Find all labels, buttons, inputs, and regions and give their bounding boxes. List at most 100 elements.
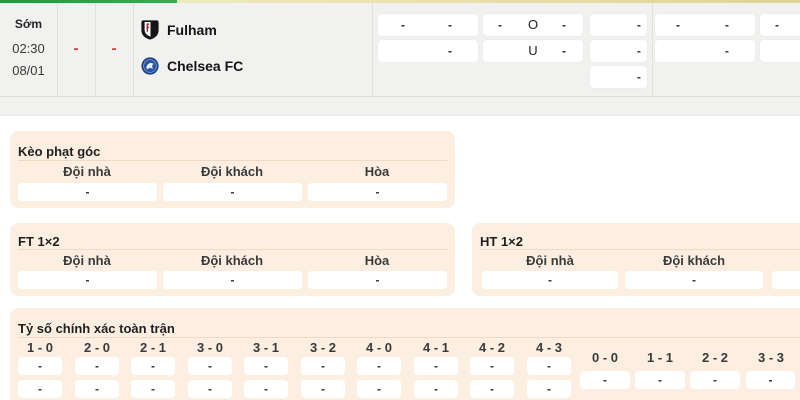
score-odds-cell[interactable]: - [527,357,571,375]
score-odds-cell[interactable]: - [414,380,458,398]
ht-third-odds-cell[interactable]: - [772,271,800,289]
odds-value: - [562,18,566,32]
home-column-header: Đội nhà [63,164,111,179]
corner-away-odds-cell[interactable]: - [163,183,302,201]
odds-cell-g4-row1[interactable]: - - [655,14,755,36]
panel-title: HT 1×2 [480,234,523,249]
panel-separator [480,249,800,250]
ft-away-odds-cell[interactable]: - [163,271,302,289]
score-odds-cell[interactable]: - [470,357,514,375]
away-column-header: Đội khách [200,164,264,179]
match-time: 02:30 [12,41,45,56]
chelsea-crest-icon [141,57,159,75]
odds-cell-1x2-row2[interactable]: - [590,40,647,62]
score-odds-cell[interactable]: - [131,357,175,375]
draw-score-header: 1 - 1 [646,350,673,365]
accent-green-segment [0,0,177,3]
home-team-row[interactable]: Fulham [141,20,217,40]
panel-title: Tỷ số chính xác toàn trận [18,321,175,336]
odds-cell-1x2-row1[interactable]: - [590,14,647,36]
ft-home-odds-cell[interactable]: - [18,271,157,289]
panel-separator [18,337,800,338]
ht-home-odds-cell[interactable]: - [482,271,618,289]
score-header: 3 - 2 [309,340,336,355]
score-header: 4 - 0 [365,340,392,355]
score-odds-cell[interactable]: - [75,357,119,375]
away-team-row[interactable]: Chelsea FC [141,56,243,76]
home-column-header: Đội nhà [63,253,111,268]
score-odds-cell[interactable]: - [18,380,62,398]
score-odds-cell[interactable]: - [470,380,514,398]
draw-score-header: 2 - 2 [701,350,728,365]
panel-title: Kèo phạt góc [18,144,101,159]
score-odds-cell[interactable]: - [301,357,345,375]
score-odds-cell[interactable]: - [244,357,288,375]
match-time-column: Sớm 02:30 08/01 [0,3,57,96]
corner-draw-odds-cell[interactable]: - [308,183,447,201]
under-label: U [528,43,538,58]
score-odds-cell[interactable]: - [244,380,288,398]
odds-cell-g5-row2[interactable] [760,40,800,62]
score-odds-cell[interactable]: - [301,380,345,398]
ft-1x2-panel: FT 1×2 Đội nhà Đội khách Hòa - - - [10,223,455,296]
away-column-header: Đội khách [200,253,264,268]
score-header: 1 - 0 [26,340,53,355]
draw-column-header: Hòa [364,253,390,268]
odds-value: - [562,44,566,58]
odds-cell-over[interactable]: - O - [483,14,583,36]
odds-value: - [498,18,502,32]
odds-cell-1x2-row3[interactable]: - [590,66,647,88]
odds-value: - [725,44,729,58]
score-odds-cell[interactable]: - [414,357,458,375]
score-odds-cell[interactable]: - [357,380,401,398]
score-odds-cell[interactable]: - [18,357,62,375]
panel-separator [18,160,447,161]
odds-value: - [637,70,641,84]
corner-home-odds-cell[interactable]: - [18,183,157,201]
draw-score-odds-cell[interactable]: - [580,371,630,389]
column-divider [372,3,373,96]
odds-value: - [775,18,779,32]
odds-value: - [676,18,680,32]
odds-cell-hdp-row2[interactable]: - [378,40,478,62]
odds-cell-g4-row2[interactable]: - [655,40,755,62]
score-header: 2 - 1 [139,340,166,355]
odds-value: - [725,18,729,32]
score-header: 3 - 0 [196,340,223,355]
odds-value: - [401,18,405,32]
column-divider [652,3,653,96]
ht-away-odds-cell[interactable]: - [625,271,763,289]
draw-score-header: 0 - 0 [591,350,618,365]
score-header: 4 - 2 [478,340,505,355]
match-stage-label: Sớm [14,17,43,31]
odds-value: - [637,44,641,58]
home-team-name: Fulham [167,22,217,38]
score-odds-cell[interactable]: - [131,380,175,398]
column-divider [95,3,96,96]
corner-odds-panel: Kèo phạt góc Đội nhà Đội khách Hòa - - - [10,131,455,208]
draw-score-odds-cell[interactable]: - [746,371,795,389]
away-score-placeholder: - [111,40,117,57]
odds-cell-g5-row1[interactable]: - [760,14,800,36]
score-odds-cell[interactable]: - [188,357,232,375]
column-divider [133,3,134,96]
draw-score-odds-cell[interactable]: - [690,371,740,389]
odds-value: - [637,18,641,32]
score-header: 4 - 3 [535,340,562,355]
draw-column-header: Hòa [364,164,390,179]
correct-score-panel: Tỷ số chính xác toàn trận 1 - 0 2 - 0 2 … [10,308,800,400]
ft-draw-odds-cell[interactable]: - [308,271,447,289]
score-odds-cell[interactable]: - [527,380,571,398]
odds-cell-under[interactable]: U - [483,40,583,62]
accent-khaki-segment [177,0,800,3]
match-odds-row: Sớm 02:30 08/01 - - Fulham Chelsea FC [0,3,800,97]
odds-cell-hdp-row1[interactable]: - - [378,14,478,36]
over-label: O [527,17,539,32]
score-header: 2 - 0 [83,340,110,355]
score-odds-cell[interactable]: - [188,380,232,398]
panel-title: FT 1×2 [18,234,60,249]
score-odds-cell[interactable]: - [75,380,119,398]
draw-score-odds-cell[interactable]: - [635,371,685,389]
score-odds-cell[interactable]: - [357,357,401,375]
